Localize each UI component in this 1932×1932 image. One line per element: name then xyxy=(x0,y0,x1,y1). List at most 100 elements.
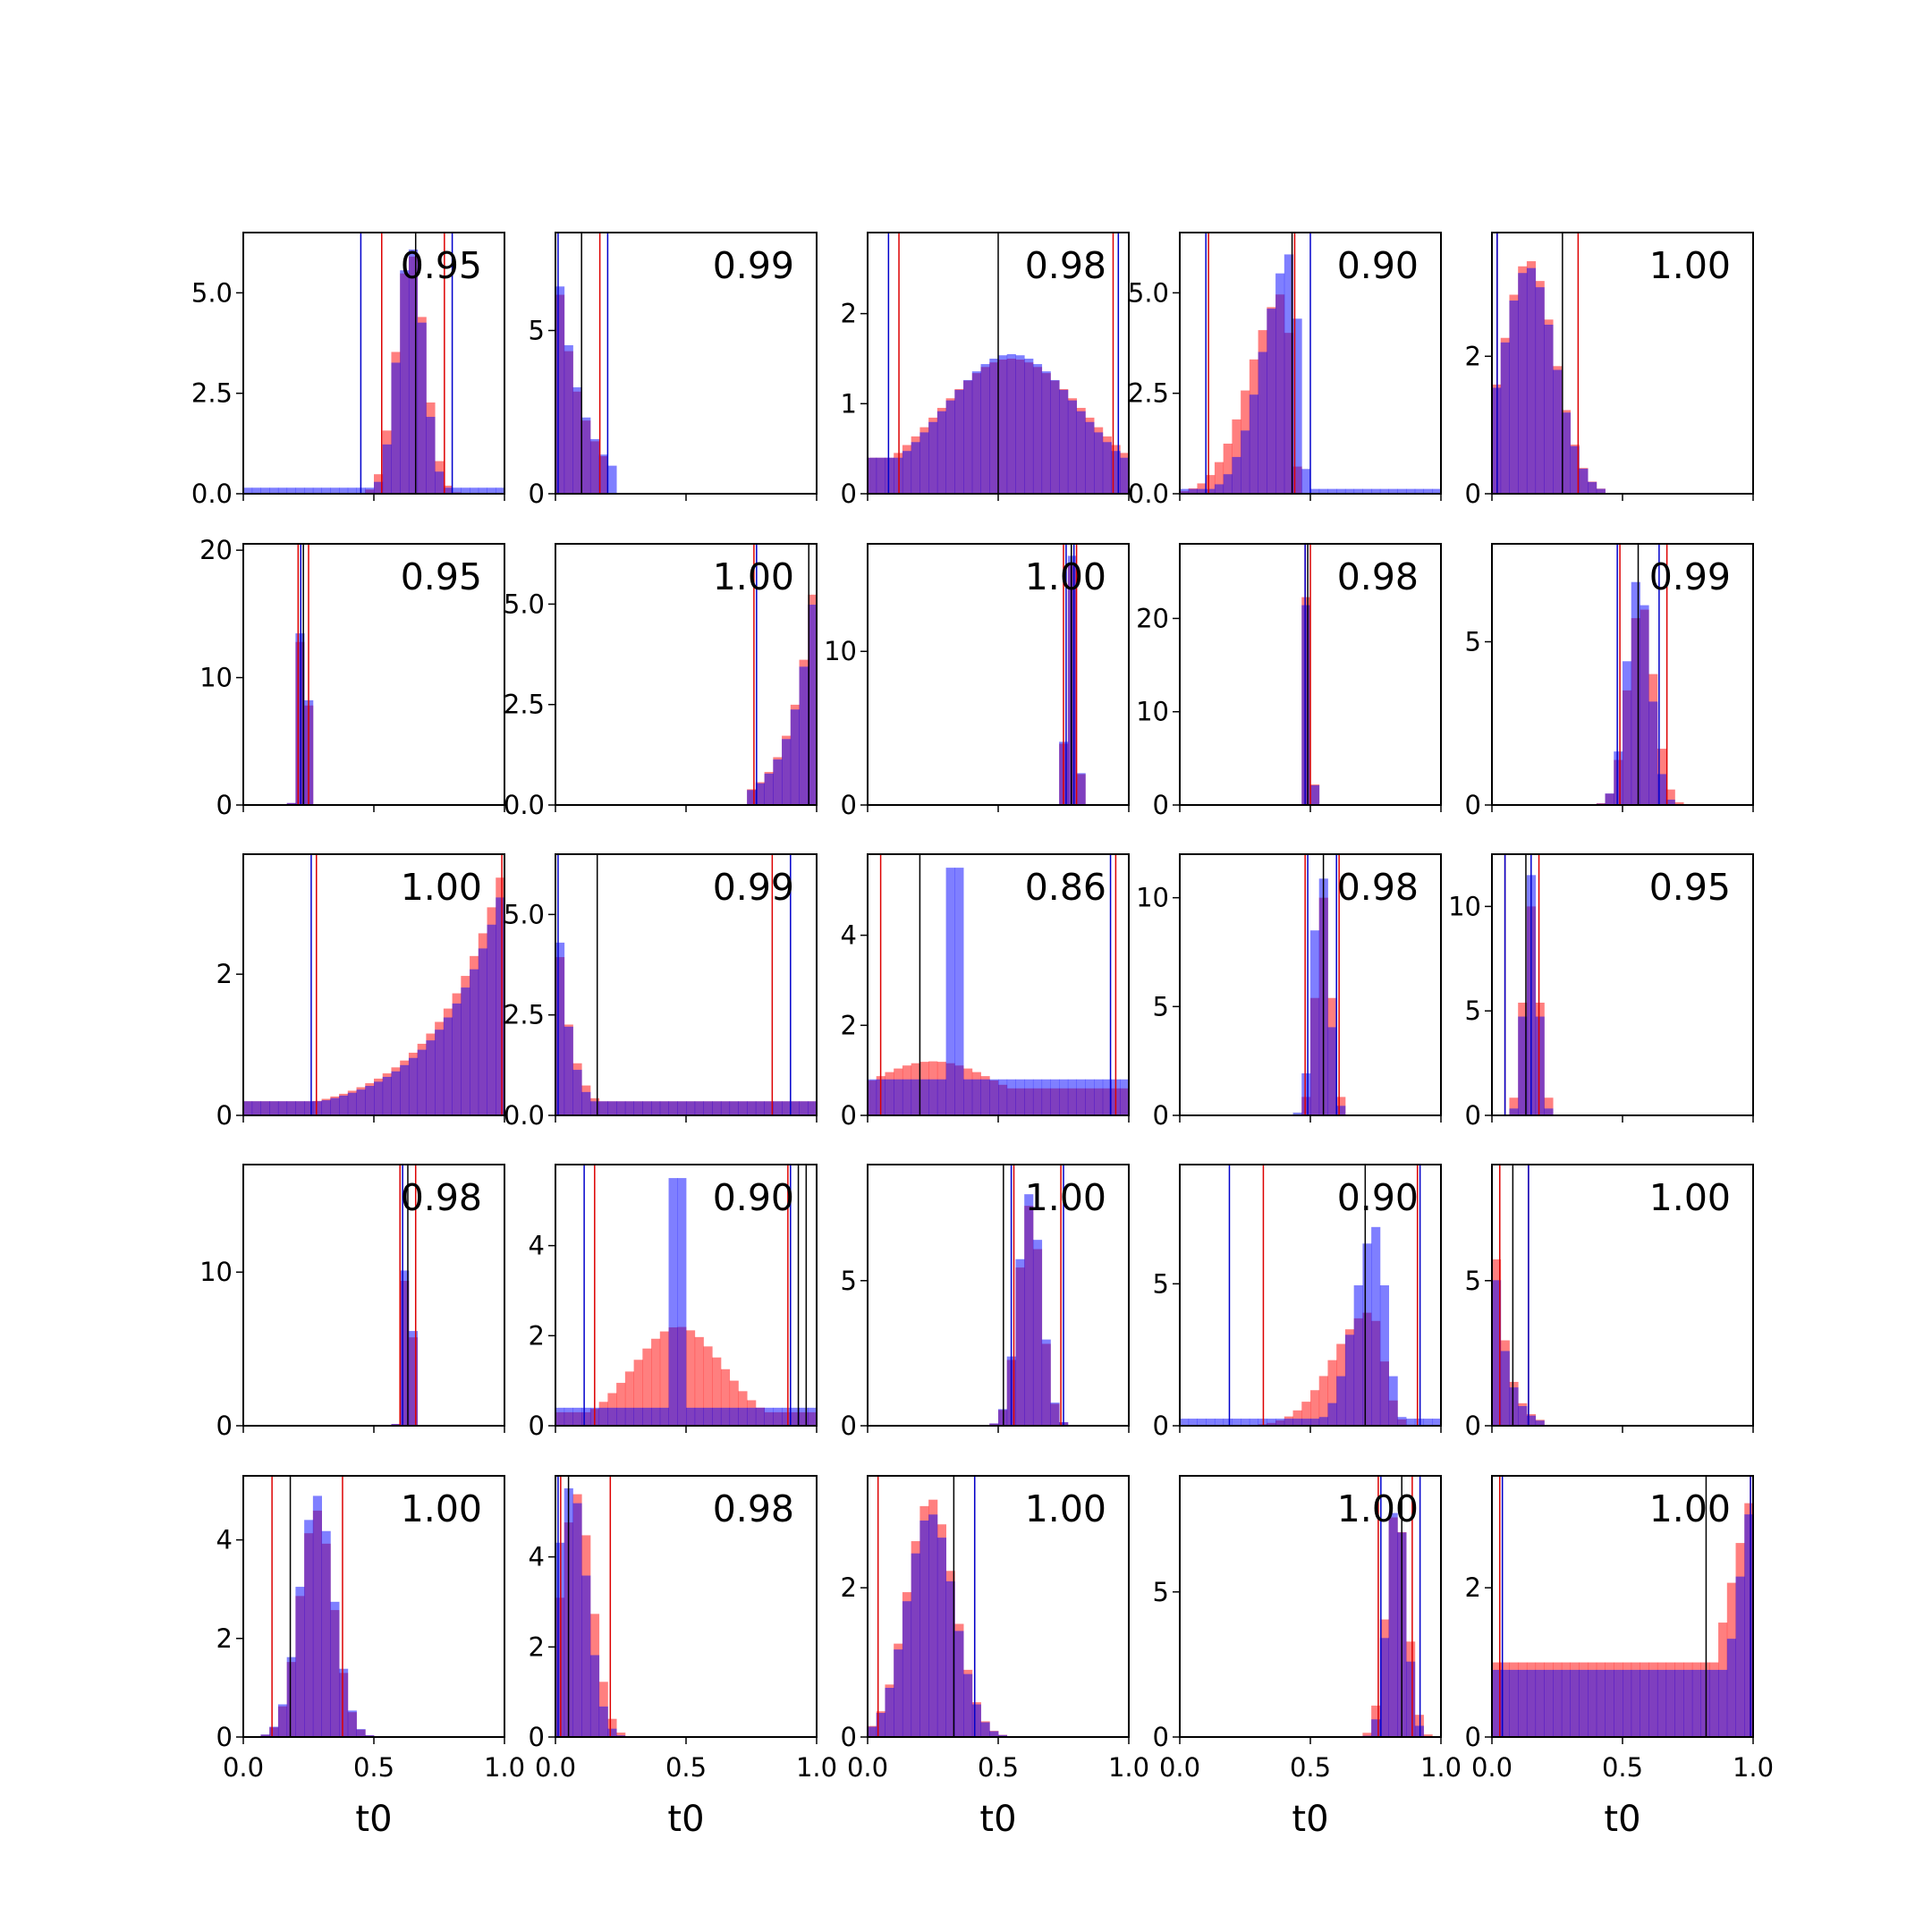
blue-bar xyxy=(998,1409,1008,1426)
plot-area xyxy=(243,233,504,494)
y-tick-label: 2.5 xyxy=(191,378,233,409)
y-tick-label: 0 xyxy=(1465,1100,1481,1131)
blue-bar xyxy=(260,487,270,494)
blue-bar xyxy=(1492,1669,1502,1737)
subplot-1-4: 0.0 2.5 5.0 0.90 xyxy=(1128,232,1442,509)
blue-bar xyxy=(659,1101,669,1115)
y-tick-label: 0 xyxy=(841,1100,857,1131)
blue-bar xyxy=(1640,605,1649,805)
blue-bar xyxy=(260,1101,270,1115)
panel-label: 0.90 xyxy=(1337,1176,1419,1219)
blue-bar xyxy=(868,457,877,494)
subplot-3-5: 0 5 10 0.95 xyxy=(1448,853,1754,1131)
blue-bar xyxy=(1588,1669,1597,1737)
blue-bar xyxy=(564,1026,573,1115)
blue-bar xyxy=(1318,1417,1328,1426)
blue-bar xyxy=(1579,469,1589,494)
red-bar xyxy=(720,1368,731,1426)
blue-bar xyxy=(712,1407,722,1426)
blue-bar xyxy=(1362,488,1372,494)
blue-bar xyxy=(1665,1669,1675,1737)
blue-bar xyxy=(1518,1405,1528,1426)
x-axis-label: t0 xyxy=(667,1799,704,1840)
y-tick-label: 0 xyxy=(841,1411,857,1441)
blue-bar xyxy=(260,1734,270,1737)
blue-bar xyxy=(1102,1079,1112,1115)
red-bar xyxy=(703,1346,713,1426)
blue-bar xyxy=(408,1331,419,1426)
blue-bar xyxy=(1648,701,1658,805)
blue-bar xyxy=(694,1101,704,1115)
blue-bar xyxy=(738,1101,748,1115)
blue-bar xyxy=(1197,1419,1207,1426)
blue-bar xyxy=(677,1101,687,1115)
x-axis-label: t0 xyxy=(355,1799,392,1840)
blue-bar xyxy=(902,451,912,494)
y-tick-label: 10 xyxy=(1448,891,1481,921)
blue-bar xyxy=(1371,1226,1381,1426)
blue-bar xyxy=(598,1706,608,1737)
subplot-3-1: 021.00 xyxy=(216,853,505,1131)
blue-bar xyxy=(572,1407,582,1426)
blue-bar xyxy=(1388,1513,1398,1737)
blue-bar xyxy=(954,868,964,1115)
blue-bar xyxy=(989,1731,999,1737)
blue-bar xyxy=(1094,1079,1104,1115)
x-tick-label: 1.0 xyxy=(484,1752,525,1783)
blue-bar xyxy=(624,1407,634,1426)
y-tick-label: 5 xyxy=(1465,1266,1481,1296)
blue-bar xyxy=(1067,555,1077,805)
plot-area xyxy=(1292,544,1320,805)
blue-bar xyxy=(1379,488,1389,494)
blue-bar xyxy=(408,249,419,494)
blue-bar xyxy=(1544,324,1554,494)
y-tick-label: 2 xyxy=(841,299,857,329)
panel-label: 1.00 xyxy=(1025,1176,1106,1219)
blue-bar xyxy=(555,1542,565,1737)
blue-bar xyxy=(581,417,591,494)
blue-bar xyxy=(1605,1669,1614,1737)
red-bar xyxy=(1223,443,1233,494)
plot-area xyxy=(1180,233,1441,494)
blue-bar xyxy=(1180,1419,1190,1426)
blue-bar xyxy=(1631,581,1640,805)
blue-bar xyxy=(339,487,349,494)
blue-bar xyxy=(1327,1402,1337,1426)
panel-label: 0.98 xyxy=(1025,244,1106,287)
x-tick-label: 0.0 xyxy=(1159,1752,1200,1783)
blue-bar xyxy=(1032,364,1043,494)
y-tick-label: 0 xyxy=(1465,1722,1481,1752)
red-bar xyxy=(1197,483,1207,494)
blue-bar xyxy=(581,1091,591,1115)
subplot-2-4: 0 10 20 0.98 xyxy=(1136,543,1442,820)
blue-bar xyxy=(1509,1669,1519,1737)
blue-bar xyxy=(426,1040,436,1115)
blue-bar xyxy=(1024,1194,1034,1426)
blue-bar xyxy=(659,1407,669,1426)
blue-bar xyxy=(365,487,375,494)
blue-bar xyxy=(1275,1419,1285,1426)
blue-bar xyxy=(1085,1079,1095,1115)
blue-bar xyxy=(919,1079,929,1115)
panel-label: 1.00 xyxy=(1025,555,1106,598)
blue-bar xyxy=(1232,456,1241,494)
blue-bar xyxy=(1232,1419,1241,1426)
blue-bar xyxy=(624,1101,634,1115)
blue-bar xyxy=(1059,389,1069,494)
blue-bar xyxy=(790,1101,800,1115)
blue-bar xyxy=(1292,1419,1302,1426)
y-tick-label: 2 xyxy=(216,959,233,989)
y-tick-label: 0 xyxy=(1153,1411,1169,1441)
blue-bar xyxy=(1500,1351,1510,1426)
red-bar xyxy=(1310,1390,1320,1426)
blue-bar xyxy=(251,1101,261,1115)
blue-bar xyxy=(894,1079,903,1115)
blue-bar xyxy=(607,1728,617,1737)
blue-bar xyxy=(1336,488,1346,494)
y-tick-label: 0 xyxy=(216,1100,233,1131)
blue-bar xyxy=(1301,605,1311,805)
x-tick-label: 1.0 xyxy=(796,1752,837,1783)
plot-area xyxy=(747,544,817,805)
x-tick-label: 0.0 xyxy=(847,1752,888,1783)
blue-bar xyxy=(1050,1079,1060,1115)
